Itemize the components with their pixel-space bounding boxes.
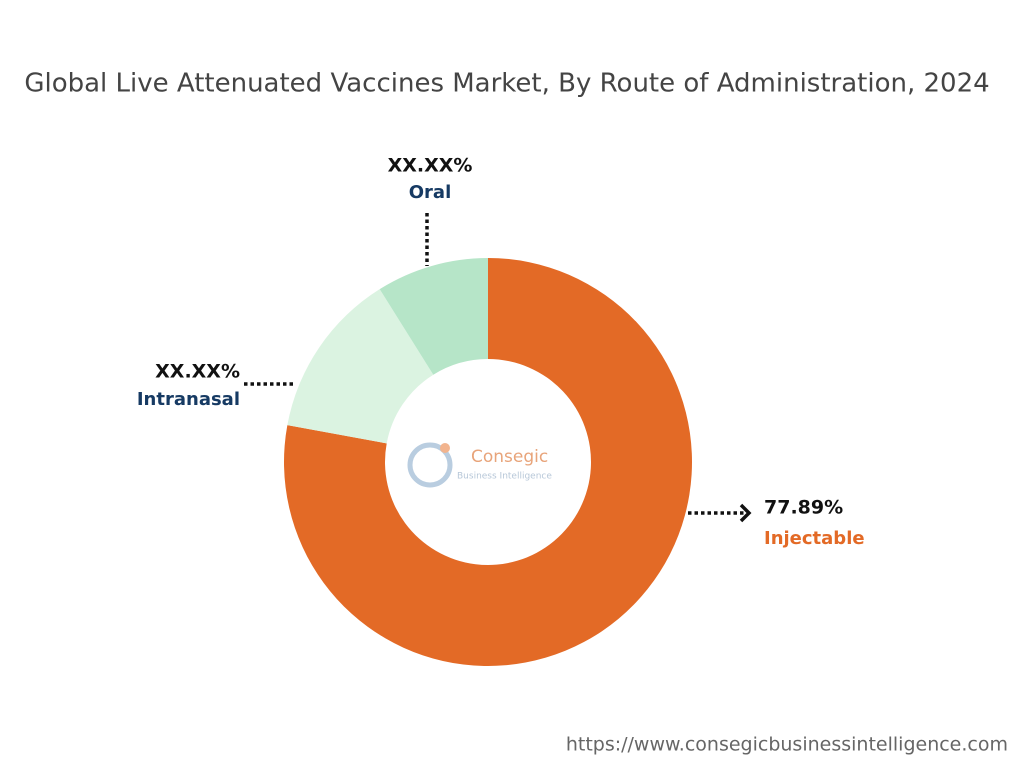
value-label: XX.XX% bbox=[155, 361, 240, 383]
logo-mark bbox=[407, 442, 453, 488]
slice bbox=[284, 258, 693, 666]
category-label: Oral bbox=[409, 182, 452, 203]
value-label: XX.XX% bbox=[388, 155, 473, 177]
labels: 77.89% Injectable XX.XX% Intranasal XX.XX% Or… bbox=[137, 155, 865, 550]
slices bbox=[284, 258, 693, 666]
logo-dot bbox=[440, 443, 450, 453]
footer-url: https://www.consegicbusinessintelligence… bbox=[566, 734, 1008, 756]
category-label: Injectable bbox=[764, 528, 865, 549]
slice bbox=[379, 258, 488, 375]
logo-name: Consegic bbox=[471, 447, 548, 467]
leader-arrow bbox=[739, 503, 752, 523]
slice bbox=[287, 289, 434, 444]
value-label: 77.89% bbox=[764, 497, 843, 519]
logo: Consegic Business Intelligence bbox=[407, 442, 552, 488]
category-label: Intranasal bbox=[137, 389, 240, 410]
chart-title: Global Live Attenuated Vaccines Market, … bbox=[24, 69, 989, 99]
logo-tagline: Business Intelligence bbox=[457, 472, 552, 482]
